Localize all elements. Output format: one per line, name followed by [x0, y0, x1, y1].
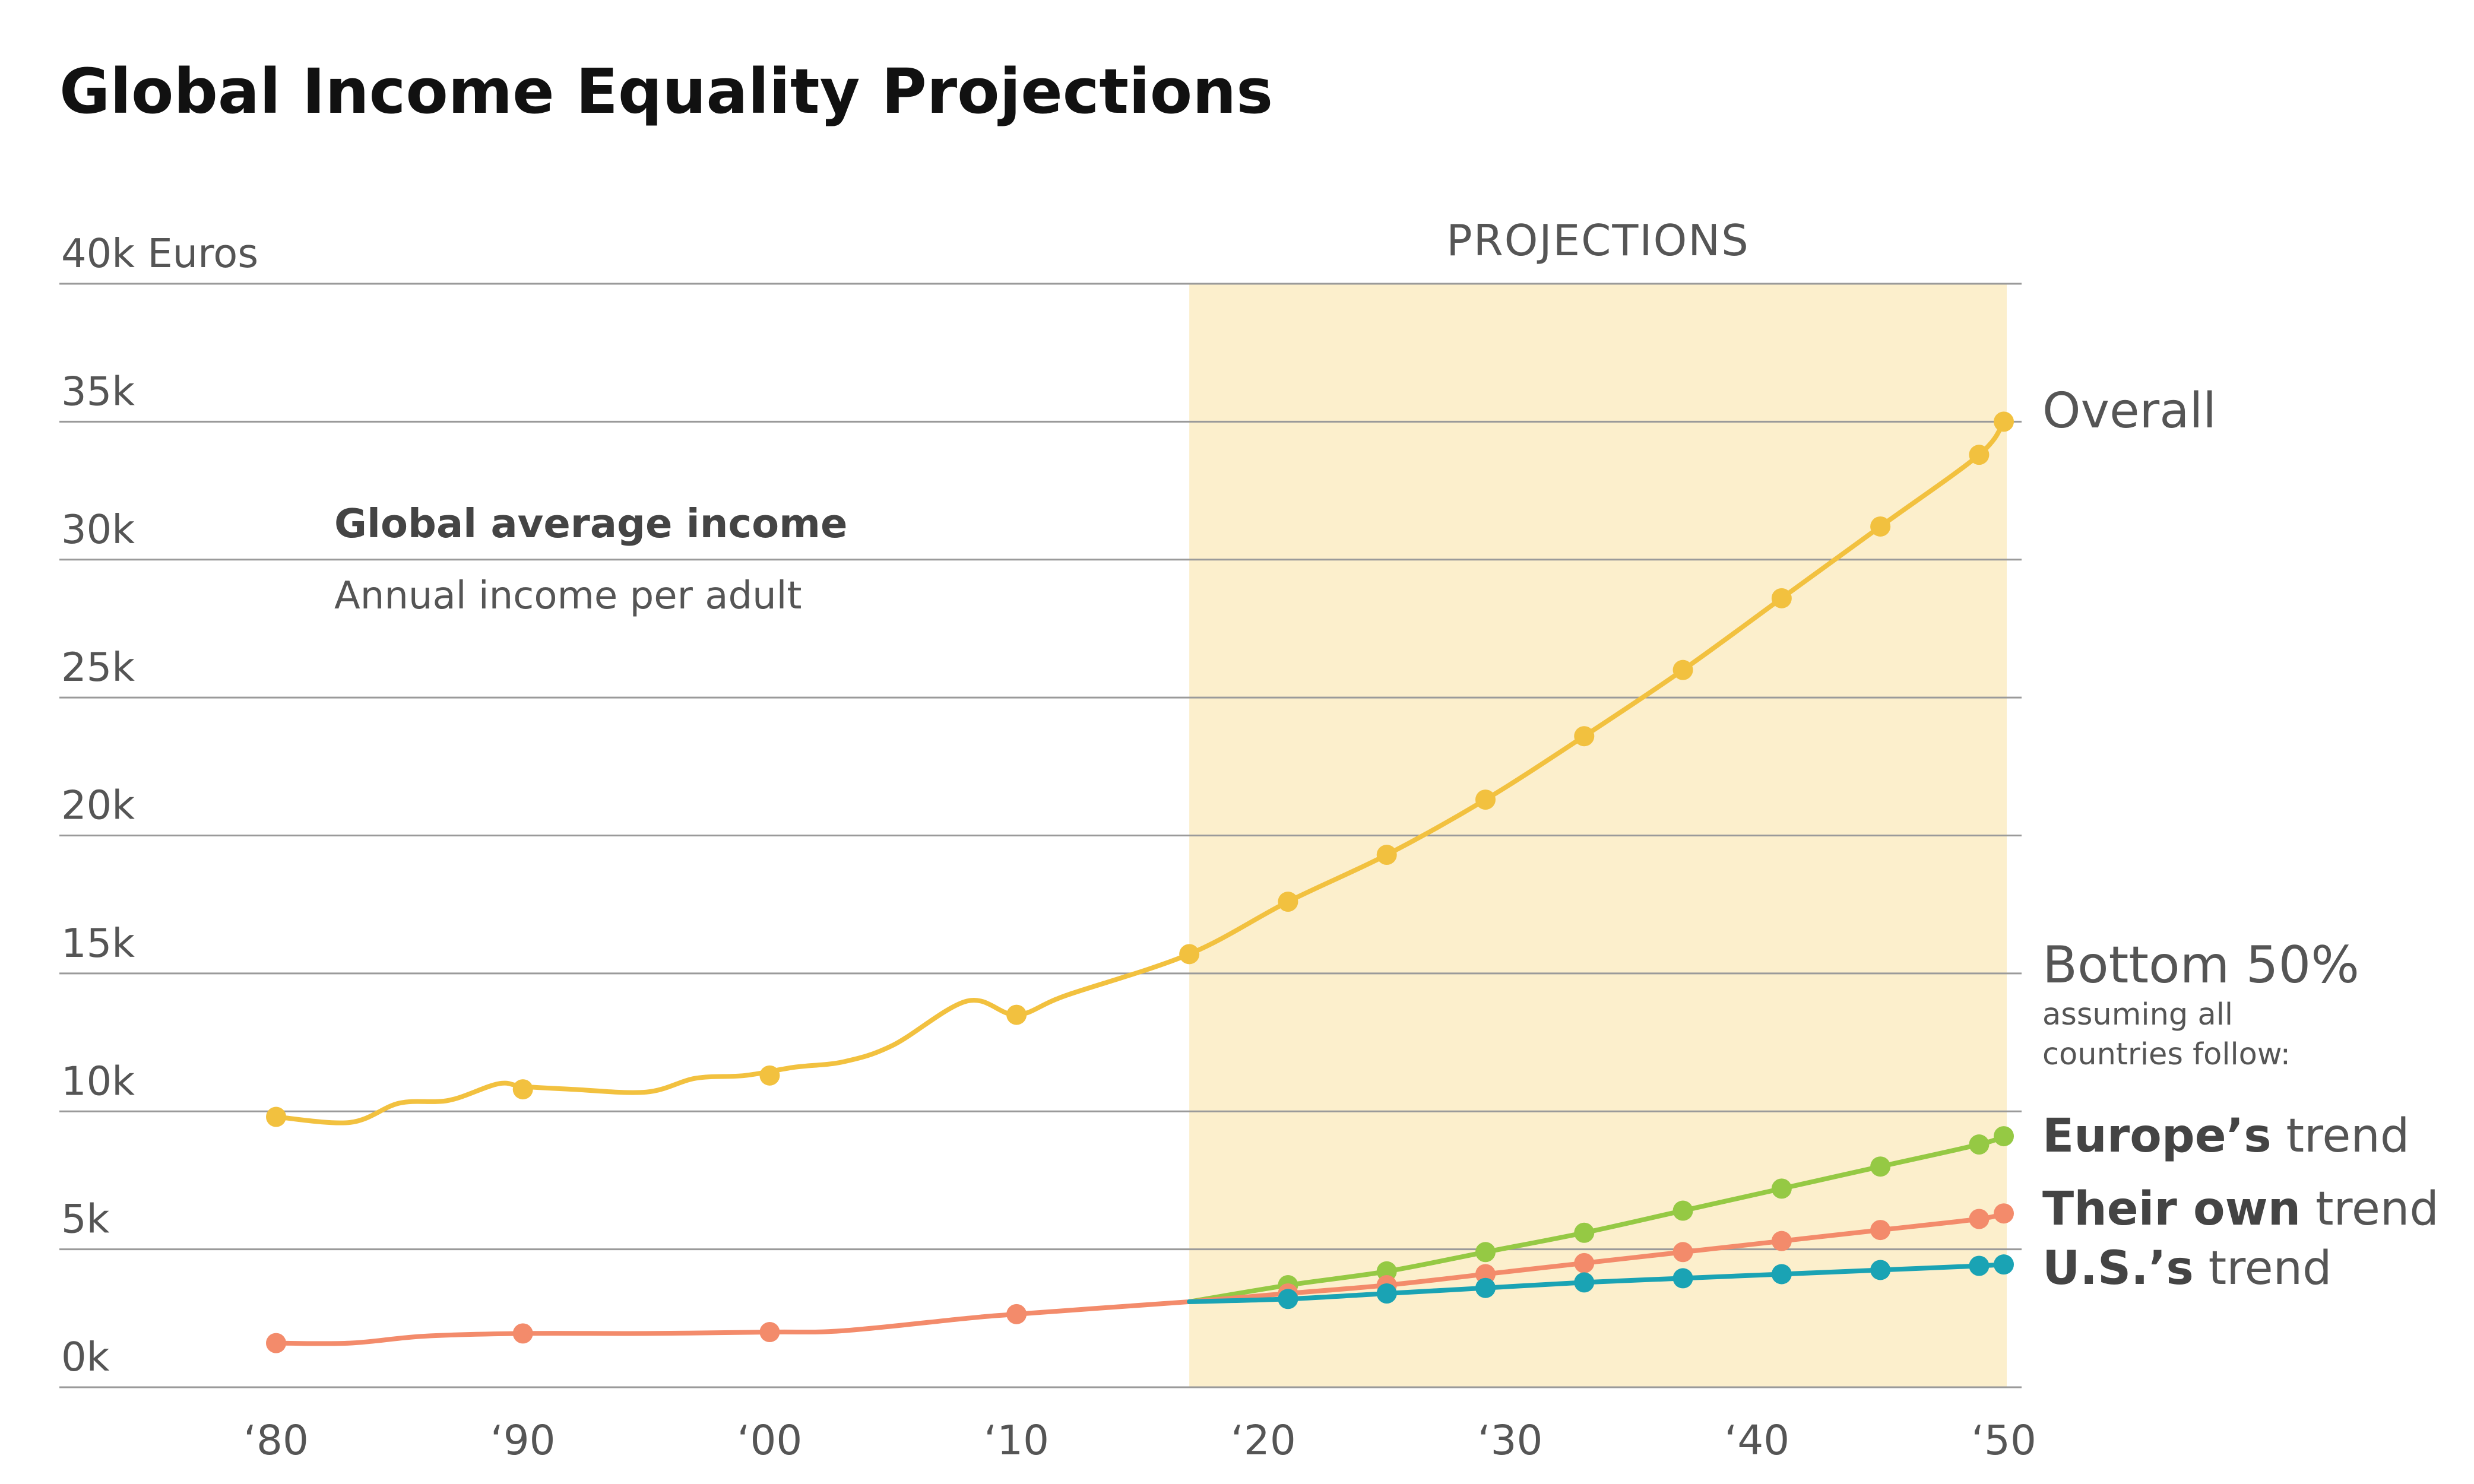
overall-point: [512, 1079, 533, 1100]
overall-point: [1376, 845, 1397, 865]
us-trend-point: [1771, 1264, 1792, 1285]
overall-point: [759, 1065, 780, 1086]
us-trend-point: [1969, 1255, 1990, 1276]
europe-trend-line: [1187, 1134, 2006, 1304]
y-tick-label: 25k: [61, 644, 135, 690]
their-own-trend-point: [1574, 1252, 1595, 1273]
europe-trend-point: [1994, 1126, 2014, 1147]
x-tick-label: ‘80: [243, 1417, 309, 1464]
us-trend-point: [1376, 1283, 1397, 1304]
their-own-trend-point: [1771, 1231, 1792, 1251]
us-trend-point: [1574, 1272, 1595, 1293]
bottom-note-line2: countries follow:: [2042, 1037, 2291, 1072]
overall-label: Overall: [2042, 383, 2216, 439]
us-trend-space: [2194, 1242, 2209, 1295]
us-trend-point: [1994, 1254, 2014, 1275]
annotation-title: Global average income: [334, 500, 847, 547]
y-tick-label: 10k: [61, 1058, 135, 1104]
y-axis-ticks: 40k Euros 35k 30k 25k 20k 15k 10k 5k 0k: [61, 230, 258, 1380]
us-trend-word: trend: [2209, 1242, 2332, 1295]
bottom-50-label: Bottom 50%: [2042, 936, 2359, 995]
europe-trend-point: [1870, 1156, 1891, 1177]
overall-point: [1969, 445, 1990, 465]
their-own-trend-point: [1994, 1203, 2014, 1224]
europe-trend-point: [1771, 1178, 1792, 1199]
their-own-trend-label: Their own trend: [2042, 1182, 2439, 1236]
x-tick-label: ‘20: [1231, 1417, 1296, 1464]
overall-point: [1994, 411, 2014, 432]
their-own-trend-space: [2301, 1182, 2315, 1236]
projections-label: PROJECTIONS: [1446, 215, 1750, 265]
series-markers: [266, 411, 2014, 1353]
overall-point: [1672, 659, 1693, 680]
their-own-trend-point: [1672, 1242, 1693, 1263]
overall-point: [1278, 892, 1298, 912]
bottom-50-point: [266, 1333, 286, 1353]
us-trend-point: [1475, 1277, 1496, 1298]
x-tick-label: ‘90: [490, 1417, 556, 1464]
x-tick-label: ‘00: [737, 1417, 803, 1464]
x-axis-ticks: ‘80 ‘90 ‘00 ‘10 ‘20 ‘30 ‘40 ‘50: [243, 1417, 2036, 1464]
y-tick-label: 15k: [61, 920, 135, 966]
annotation-subtitle: Annual income per adult: [334, 574, 802, 618]
bottom-50-line: [274, 1299, 1192, 1346]
y-tick-label: 35k: [61, 368, 135, 414]
bottom-50-point: [759, 1322, 780, 1343]
europe-trend-bold: Europe’s: [2042, 1109, 2272, 1163]
overall-point: [266, 1106, 286, 1127]
overall-point: [1179, 944, 1200, 965]
us-trend-line: [1187, 1262, 2006, 1304]
their-own-trend-point: [1475, 1264, 1496, 1285]
x-tick-label: ‘50: [1971, 1417, 2036, 1464]
us-trend-point: [1278, 1289, 1298, 1309]
their-own-trend-point: [1969, 1209, 1990, 1229]
us-trend-label: U.S.’s trend: [2042, 1242, 2332, 1295]
us-trend-point: [1672, 1268, 1693, 1289]
europe-trend-word: trend: [2286, 1109, 2409, 1163]
overall-point: [1771, 588, 1792, 608]
europe-trend-point: [1376, 1261, 1397, 1282]
europe-trend-space: [2272, 1109, 2286, 1163]
europe-trend-point: [1969, 1134, 1990, 1155]
x-tick-label: ‘40: [1724, 1417, 1789, 1464]
europe-trend-label: Europe’s trend: [2042, 1109, 2409, 1163]
y-tick-label: 20k: [61, 782, 135, 829]
europe-trend-point: [1672, 1200, 1693, 1221]
overall-point: [1475, 789, 1496, 810]
y-tick-label: 40k Euros: [61, 230, 258, 277]
us-trend-bold: U.S.’s: [2042, 1242, 2194, 1295]
us-trend-point: [1870, 1260, 1891, 1280]
overall-point: [1870, 516, 1891, 537]
y-tick-label: 0k: [61, 1334, 110, 1380]
overall-point: [1574, 726, 1595, 747]
their-own-trend-bold: Their own: [2042, 1182, 2301, 1236]
their-own-trend-word: trend: [2315, 1182, 2439, 1236]
bottom-50-point: [1006, 1304, 1027, 1324]
europe-trend-point: [1574, 1222, 1595, 1243]
overall-point: [1006, 1004, 1027, 1025]
their-own-trend-line: [1187, 1211, 2006, 1304]
europe-trend-point: [1475, 1242, 1496, 1263]
y-tick-label: 5k: [61, 1196, 110, 1242]
y-tick-label: 30k: [61, 506, 135, 553]
their-own-trend-point: [1870, 1220, 1891, 1241]
bottom-50-point: [512, 1323, 533, 1344]
chart-title: Global Income Equality Projections: [59, 55, 1273, 128]
x-tick-label: ‘30: [1478, 1417, 1543, 1464]
bottom-note-line1: assuming all: [2042, 997, 2233, 1032]
x-tick-label: ‘10: [984, 1417, 1049, 1464]
